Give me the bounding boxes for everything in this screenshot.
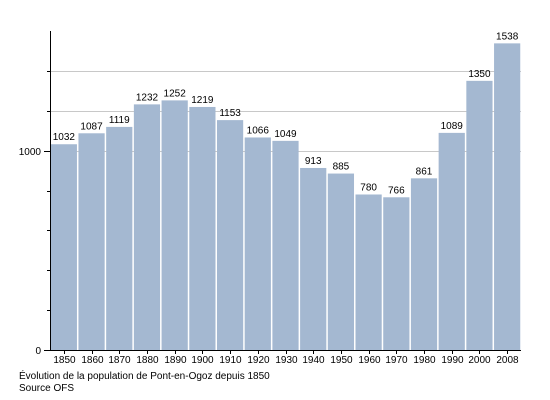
x-tick-label: 1970 <box>385 355 408 366</box>
bar <box>161 100 188 350</box>
bar <box>106 126 133 350</box>
value-label: 1538 <box>496 31 519 42</box>
value-label: 1232 <box>136 92 159 103</box>
value-label: 1153 <box>219 108 241 119</box>
bar <box>50 144 77 350</box>
bar <box>300 167 327 350</box>
value-label: 1032 <box>53 132 76 143</box>
value-label: 780 <box>360 182 377 193</box>
bar <box>272 140 299 350</box>
bar <box>244 137 271 350</box>
value-label: 1049 <box>274 129 297 140</box>
value-label: 861 <box>416 166 433 177</box>
value-label: 1350 <box>468 69 491 80</box>
bar <box>133 104 161 351</box>
bar <box>494 43 521 351</box>
x-tick-label: 1900 <box>191 355 214 366</box>
value-label: 1119 <box>109 115 130 126</box>
value-label: 1219 <box>191 95 214 106</box>
x-tick-label: 1940 <box>302 355 325 366</box>
x-tick-labels: 1850 1860 1870 1880 1890 1900 1910 1920 1930 1940… <box>53 355 519 366</box>
bar <box>410 178 438 350</box>
chart-source: Source OFS <box>19 383 75 394</box>
value-label: 1087 <box>80 121 103 132</box>
y-tick-label: 1000 <box>19 147 42 158</box>
bar <box>383 197 410 350</box>
value-label: 1252 <box>164 88 187 99</box>
value-label: 766 <box>388 185 405 196</box>
x-tick-label: 1930 <box>275 355 298 366</box>
value-label: 913 <box>305 156 322 167</box>
bars <box>50 43 521 351</box>
y-tick-label: 0 <box>35 346 41 357</box>
x-tick-label: 1850 <box>53 355 76 366</box>
bar <box>327 173 355 350</box>
x-tick-label: 1920 <box>247 355 270 366</box>
x-tick-label: 1880 <box>136 355 159 366</box>
chart-caption: Évolution de la population de Pont-en-Og… <box>19 371 270 382</box>
bar <box>438 132 465 350</box>
bar <box>216 120 244 350</box>
y-tick-labels: 0 1000 <box>19 147 42 357</box>
x-tick-label: 1890 <box>164 355 187 366</box>
x-tick-label: 2008 <box>496 355 519 366</box>
x-tick-label: 1960 <box>358 355 381 366</box>
bar <box>355 194 382 350</box>
value-label: 1066 <box>247 125 270 136</box>
bar <box>189 106 216 350</box>
x-tick-label: 1860 <box>81 355 104 366</box>
x-tick-label: 1990 <box>441 355 464 366</box>
bar <box>466 80 493 350</box>
value-labels: 1032 1087 1119 1232 1252 1219 1153 1066 1049 913 8… <box>53 31 519 196</box>
value-label: 1089 <box>441 121 464 132</box>
x-tick-label: 2000 <box>468 355 491 366</box>
x-tick-label: 1950 <box>330 355 353 366</box>
bar <box>78 133 105 350</box>
x-tick-label: 1870 <box>108 355 131 366</box>
x-tick-label: 1980 <box>413 355 436 366</box>
x-tick-label: 1910 <box>219 355 242 366</box>
axes <box>44 31 521 354</box>
value-label: 885 <box>333 162 350 173</box>
